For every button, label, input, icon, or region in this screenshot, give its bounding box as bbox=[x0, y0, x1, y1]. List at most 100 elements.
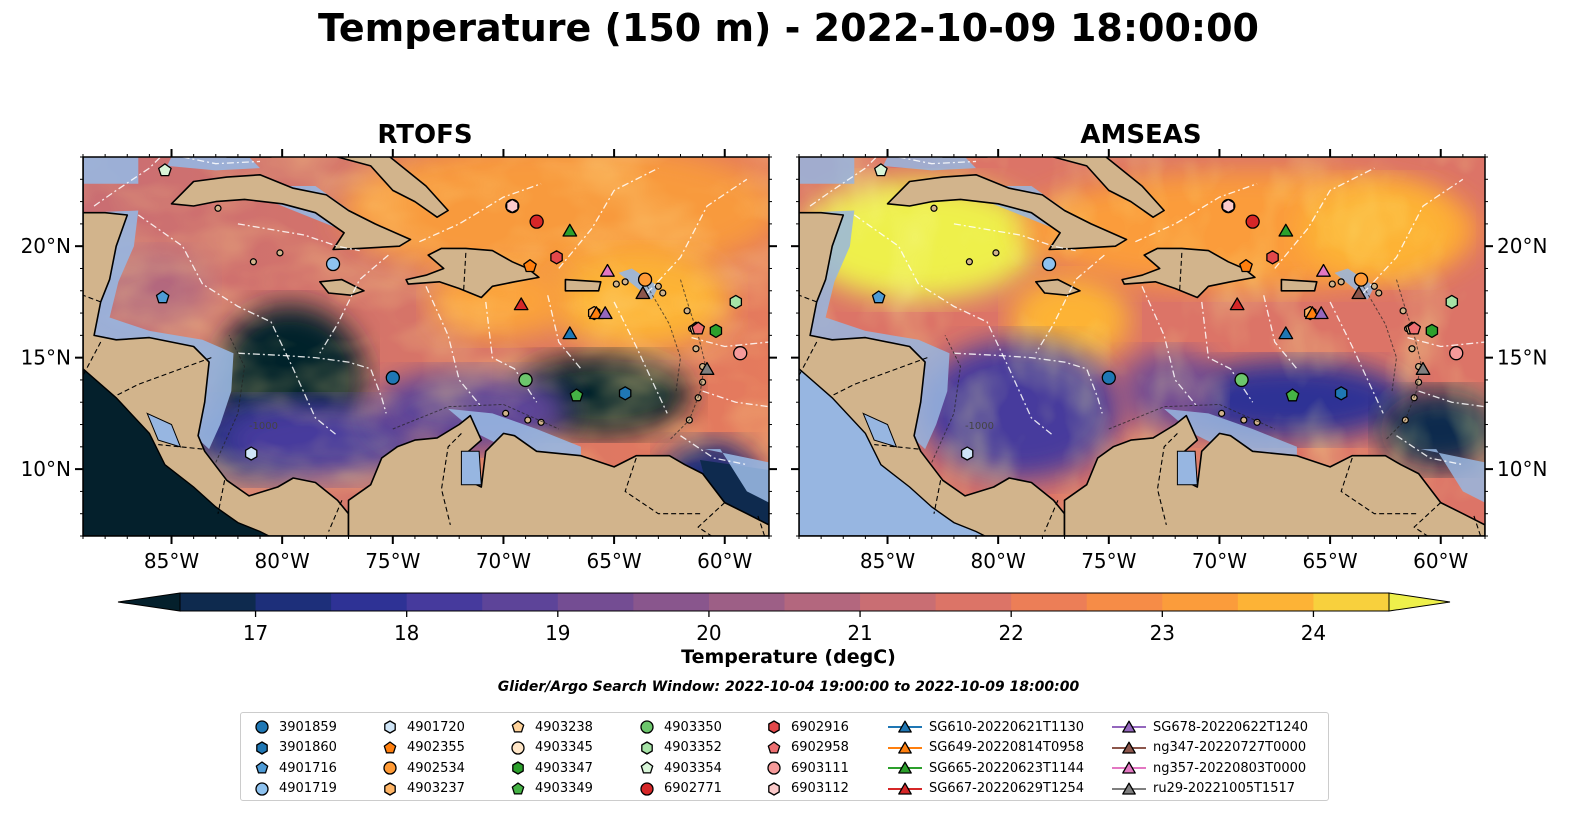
marker-ru29-20221005T1517 bbox=[699, 361, 715, 375]
legend-marker bbox=[256, 740, 268, 755]
legend-marker bbox=[511, 740, 525, 755]
legend-label: SG667-20220629T1254 bbox=[929, 781, 1085, 796]
legend-label: 4902534 bbox=[407, 760, 465, 776]
legend-item: 4902355 bbox=[379, 738, 465, 758]
colorbar-segment bbox=[1086, 593, 1163, 611]
colorbar-segment bbox=[784, 593, 861, 611]
legend-marker-icon bbox=[640, 761, 654, 774]
marker-4903354 bbox=[874, 163, 888, 177]
legend-item: 6902916 bbox=[763, 717, 849, 737]
marker-ng357-20220803T0000 bbox=[600, 263, 615, 277]
legend-marker-icon bbox=[384, 781, 396, 796]
colorbar-segment bbox=[860, 593, 937, 611]
marker-4903354 bbox=[158, 163, 172, 177]
y-tick-label: 10°N bbox=[21, 457, 71, 481]
x-tick-label: 60°W bbox=[697, 549, 752, 573]
marker-4902355 bbox=[523, 259, 537, 273]
map-panel-amseas bbox=[799, 157, 1485, 536]
y-tick-label: 20°N bbox=[21, 234, 71, 258]
legend-marker-icon bbox=[511, 781, 525, 795]
marker-4903350 bbox=[1234, 372, 1249, 388]
marker-4901719 bbox=[325, 256, 341, 272]
legend-label: 6903112 bbox=[791, 781, 849, 796]
colorbar-tick-label: 17 bbox=[243, 621, 268, 645]
marker-6902916 bbox=[550, 250, 563, 265]
marker-4903352 bbox=[729, 294, 743, 310]
legend-label: ru29-20221005T1517 bbox=[1153, 781, 1296, 796]
marker-6902958 bbox=[691, 321, 706, 335]
marker-4901720 bbox=[960, 446, 974, 461]
legend-label: 4903354 bbox=[664, 760, 722, 776]
marker-6903111 bbox=[1449, 346, 1464, 361]
legend-label: 6902958 bbox=[791, 740, 849, 755]
marker-4901720 bbox=[244, 446, 258, 461]
legend-marker bbox=[640, 720, 654, 734]
marker-SG665-20220623T1144 bbox=[1278, 223, 1294, 237]
colorbar-segment bbox=[1011, 593, 1088, 611]
legend-marker-icon bbox=[768, 720, 780, 734]
colorbar-label: Temperature (degC) bbox=[681, 646, 896, 668]
colorbar-segment bbox=[255, 593, 332, 611]
legend-item: SG667-20220629T1254 bbox=[887, 779, 1084, 799]
legend-item: 4903238 bbox=[507, 717, 593, 737]
colorbar-tick-label: 22 bbox=[998, 621, 1023, 645]
marker-ru29-20221005T1517 bbox=[1415, 361, 1431, 375]
x-tick-label: 75°W bbox=[365, 549, 420, 573]
legend-label: 4903237 bbox=[407, 781, 465, 796]
legend-item: ng347-20220727T0000 bbox=[1111, 738, 1306, 758]
marker-SG678-20220622T1240 bbox=[1313, 306, 1329, 320]
legend-marker-icon bbox=[512, 761, 524, 775]
y-tick-label: 15°N bbox=[1497, 346, 1547, 370]
legend-marker-icon bbox=[383, 740, 397, 754]
marker-SG678-20220622T1240 bbox=[597, 306, 613, 320]
legend-marker-icon bbox=[1112, 720, 1146, 733]
legend-marker bbox=[767, 761, 781, 775]
search-window-text: Glider/Argo Search Window: 2022-10-04 19… bbox=[497, 679, 1080, 695]
legend-marker-icon bbox=[640, 781, 654, 796]
x-tick-label: 60°W bbox=[1413, 549, 1468, 573]
legend-marker-icon bbox=[767, 761, 781, 775]
colorbar-tick-label: 19 bbox=[545, 621, 570, 645]
legend-marker-icon bbox=[640, 720, 654, 734]
legend-marker bbox=[1122, 782, 1136, 795]
legend-label: 4902355 bbox=[407, 740, 465, 755]
marker-6902958 bbox=[1407, 321, 1422, 335]
marker-SG667-20220629T1254 bbox=[513, 297, 529, 311]
marker-6903112 bbox=[1222, 198, 1235, 214]
frame-rtofs bbox=[82, 156, 770, 537]
legend-item: 4901719 bbox=[251, 779, 337, 799]
legend-label: 3901859 bbox=[279, 719, 337, 735]
colorbar-tick-label: 21 bbox=[847, 621, 872, 645]
legend-label: 4903352 bbox=[664, 740, 722, 755]
depth-contour-label: -1000 bbox=[965, 421, 994, 432]
x-tick-label: 85°W bbox=[860, 549, 915, 573]
legend-label: 6902916 bbox=[791, 719, 849, 735]
x-tick-label: 70°W bbox=[476, 549, 531, 573]
colorbar-tick-label: 20 bbox=[696, 621, 721, 645]
legend-marker-icon bbox=[1112, 741, 1146, 754]
marker-SG667-20220629T1254 bbox=[1229, 297, 1245, 311]
legend-label: 4903238 bbox=[535, 719, 593, 735]
legend-marker-icon bbox=[768, 781, 780, 796]
legend-marker-icon bbox=[255, 720, 269, 734]
legend-label: 4903345 bbox=[535, 740, 593, 755]
land-amseas: -1000 bbox=[799, 157, 1485, 536]
marker-6903111 bbox=[733, 346, 748, 361]
marker-3901860 bbox=[618, 386, 632, 401]
legend: 3901859 3901860 4901716 4901719 4901720 49023… bbox=[240, 712, 1329, 801]
legend-item: 4903345 bbox=[507, 738, 593, 758]
legend-marker-icon bbox=[255, 781, 269, 796]
legend-marker-icon bbox=[767, 740, 781, 754]
legend-marker-icon bbox=[888, 720, 922, 733]
marker-4903349 bbox=[569, 388, 584, 402]
colorbar-segment bbox=[406, 593, 483, 611]
legend-item: 4903350 bbox=[636, 717, 722, 737]
x-tick-label: 70°W bbox=[1192, 549, 1247, 573]
legend-marker-icon bbox=[641, 740, 653, 755]
legend-marker-icon bbox=[384, 720, 396, 734]
observation-markers bbox=[155, 163, 1464, 461]
marker-SG610-20220621T1130 bbox=[1278, 326, 1294, 340]
legend-marker-icon bbox=[888, 782, 922, 795]
marker-ng357-20220803T0000 bbox=[1316, 263, 1331, 277]
